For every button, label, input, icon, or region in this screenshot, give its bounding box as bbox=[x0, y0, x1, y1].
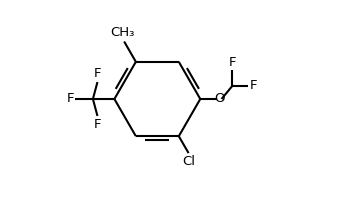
Text: F: F bbox=[250, 79, 257, 92]
Text: CH₃: CH₃ bbox=[110, 26, 134, 39]
Text: F: F bbox=[66, 92, 74, 106]
Text: O: O bbox=[214, 92, 224, 106]
Text: F: F bbox=[94, 118, 101, 130]
Text: Cl: Cl bbox=[182, 155, 195, 168]
Text: F: F bbox=[228, 56, 236, 69]
Text: F: F bbox=[94, 68, 101, 80]
